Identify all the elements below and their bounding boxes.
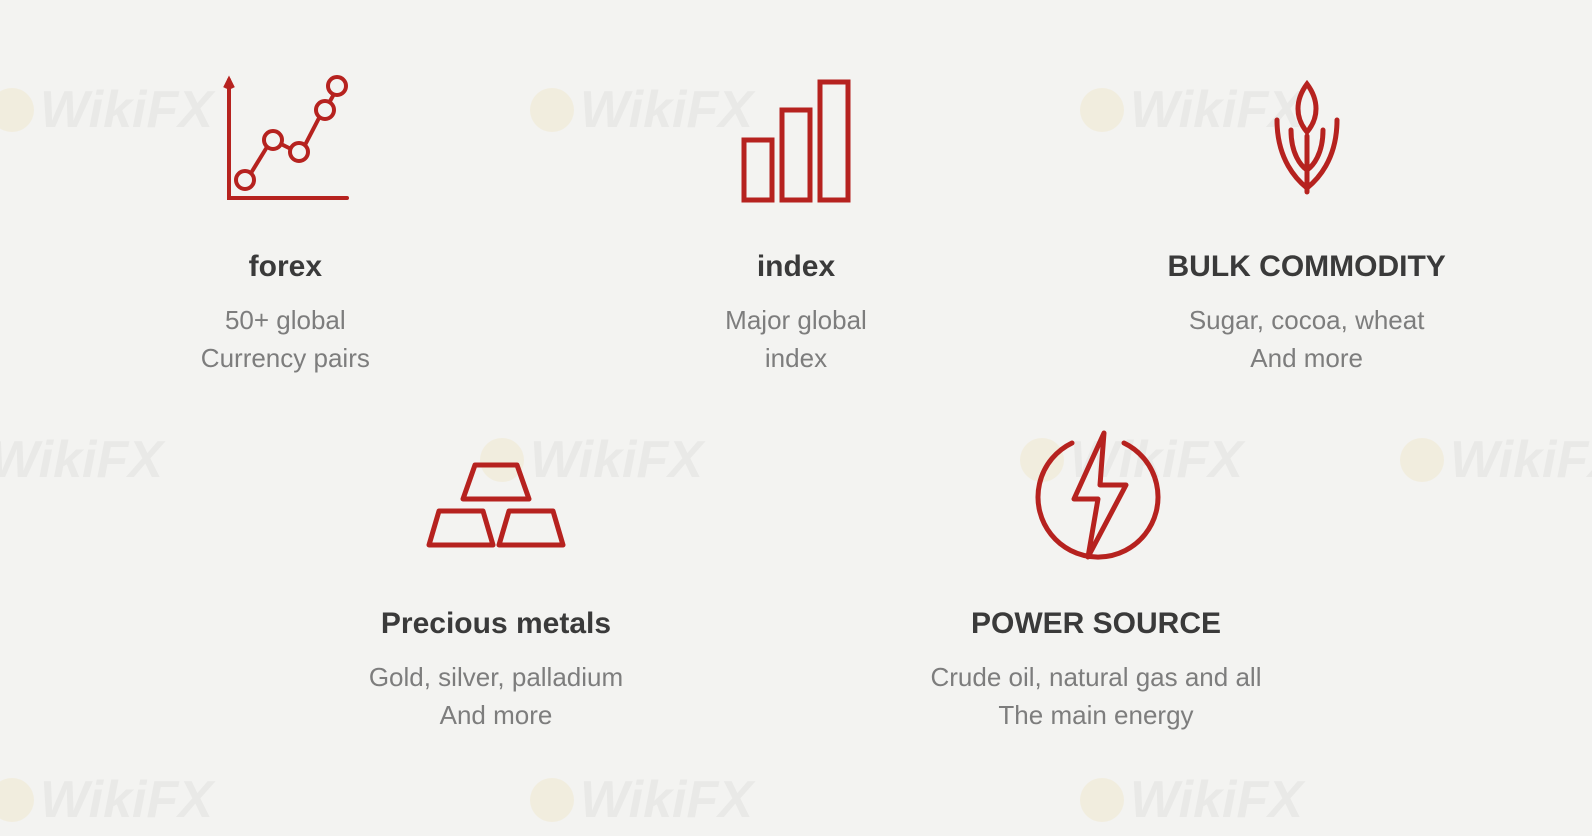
feature-desc: Crude oil, natural gas and all The main … (930, 659, 1261, 734)
feature-title: forex (249, 250, 322, 284)
chart-line-icon (215, 60, 355, 210)
feature-bulk-commodity: BULK COMMODITY Sugar, cocoa, wheat And m… (1061, 60, 1552, 377)
feature-title: Precious metals (381, 607, 611, 641)
feature-desc: 50+ global Currency pairs (201, 302, 370, 377)
feature-desc: Major global index (725, 302, 867, 377)
feature-index: index Major global index (551, 60, 1042, 377)
feature-title: POWER SOURCE (971, 607, 1221, 641)
feature-title: index (757, 250, 835, 284)
lightning-icon (1026, 417, 1166, 567)
gold-bars-icon (421, 417, 571, 567)
feature-desc: Sugar, cocoa, wheat And more (1189, 302, 1425, 377)
feature-desc: Gold, silver, palladium And more (369, 659, 623, 734)
feature-precious-metals: Precious metals Gold, silver, palladium … (286, 417, 706, 734)
feature-power-source: POWER SOURCE Crude oil, natural gas and … (886, 417, 1306, 734)
wheat-icon (1237, 60, 1377, 210)
features-grid: forex 50+ global Currency pairs index Ma… (0, 0, 1592, 795)
feature-title: BULK COMMODITY (1168, 250, 1446, 284)
bar-chart-icon (726, 60, 866, 210)
feature-forex: forex 50+ global Currency pairs (40, 60, 531, 377)
